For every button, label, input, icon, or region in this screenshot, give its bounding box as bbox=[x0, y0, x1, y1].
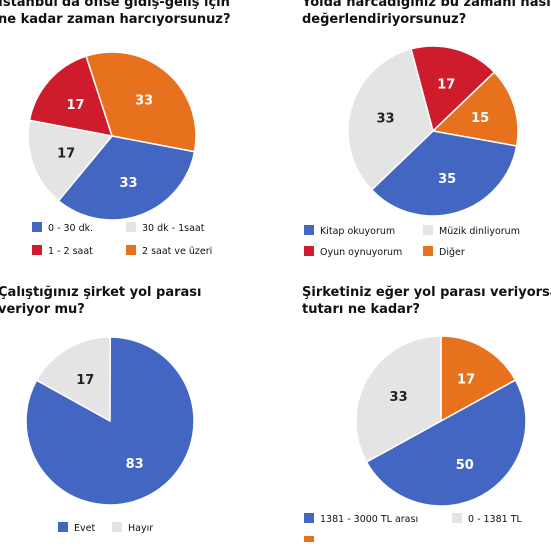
legend-label: Oyun oynuyorum bbox=[320, 247, 403, 258]
legend-swatch bbox=[304, 513, 314, 523]
legend-swatch bbox=[423, 225, 433, 235]
legend-swatch bbox=[112, 522, 122, 532]
chart4-slice-2-value-label: 33 bbox=[390, 390, 408, 405]
chart3-slice-0 bbox=[35, 336, 112, 423]
legend-label: 30 dk - 1saat bbox=[142, 223, 205, 234]
chart2-legend-item-muzik: Müzik dinliyorum bbox=[423, 225, 520, 239]
chart4-slice-2 bbox=[355, 335, 442, 463]
chart4-legend-item-0-1381: 0 - 1381 TL bbox=[452, 513, 522, 527]
chart1-title: İstanbul'da ofise gidiş-geliş için ne ka… bbox=[0, 0, 231, 28]
legend-swatch bbox=[126, 245, 136, 255]
chart2-slice-1-value-label: 15 bbox=[471, 111, 489, 126]
chart1-legend-item-1-2h: 1 - 2 saat bbox=[32, 245, 93, 259]
chart2-slice-2-value-label: 35 bbox=[438, 172, 456, 187]
chart2-slice-0-value-label: 17 bbox=[437, 78, 455, 93]
chart2-title-line1: Yolda harcadığınız bu zamanı nasıl bbox=[302, 0, 551, 10]
legend-swatch bbox=[304, 536, 314, 542]
chart1-slice-3 bbox=[28, 55, 114, 137]
legend-label: 1 - 2 saat bbox=[48, 246, 93, 257]
legend-swatch bbox=[304, 246, 314, 256]
legend-swatch bbox=[423, 246, 433, 256]
chart2-legend-item-kitap: Kitap okuyorum bbox=[304, 225, 395, 239]
legend-swatch bbox=[126, 222, 136, 232]
chart1-slice-0-value-label: 33 bbox=[135, 94, 153, 109]
chart2-slice-3 bbox=[347, 47, 434, 191]
chart2-legend-item-diger: Diğer bbox=[423, 246, 465, 260]
chart1-legend-item-0-30: 0 - 30 dk. bbox=[32, 222, 93, 236]
chart3-slice-1 bbox=[25, 336, 195, 506]
legend-label: Kitap okuyorum bbox=[320, 226, 396, 237]
legend-label: 2 saat ve üzeri bbox=[142, 246, 213, 257]
legend-label: 0 - 30 dk. bbox=[48, 223, 94, 234]
chart4-slice-1 bbox=[365, 379, 527, 507]
chart1-slice-2 bbox=[27, 119, 114, 202]
chart2-title: Yolda harcadığınız bu zamanı nasıl değer… bbox=[302, 0, 551, 28]
chart1-legend-item-2h-plus: 2 saat ve üzeri bbox=[126, 245, 212, 259]
chart2-slice-1 bbox=[431, 71, 519, 147]
chart3-slice-0-value-label: 17 bbox=[76, 373, 94, 388]
legend-label: Hayır bbox=[128, 523, 154, 534]
chart1-slice-1-value-label: 33 bbox=[119, 176, 137, 191]
chart1-title-line1: İstanbul'da ofise gidiş-geliş için bbox=[0, 0, 230, 10]
legend-swatch bbox=[58, 522, 68, 532]
chart2-slice-0 bbox=[410, 45, 496, 133]
chart2-slice-3-value-label: 33 bbox=[376, 112, 394, 127]
chart3-title-line2: veriyor mu? bbox=[0, 302, 85, 317]
chart2-title-line2: değerlendiriyorsunuz? bbox=[302, 12, 467, 27]
chart4-slice-0-value-label: 17 bbox=[457, 373, 475, 388]
chart3-title: Çalıştığınız şirket yol parası veriyor m… bbox=[0, 284, 202, 318]
legend-swatch bbox=[452, 513, 462, 523]
chart1-title-line2: ne kadar zaman harcıyorsunuz? bbox=[0, 12, 231, 27]
chart1-slice-2-value-label: 17 bbox=[57, 147, 75, 162]
legend-swatch bbox=[32, 222, 42, 232]
chart4-legend-item-partial bbox=[304, 532, 320, 546]
chart3-title-line1: Çalıştığınız şirket yol parası bbox=[0, 285, 202, 300]
legend-label: Müzik dinliyorum bbox=[439, 226, 520, 237]
chart1-slice-3-value-label: 17 bbox=[66, 98, 84, 113]
chart2-slice-2 bbox=[370, 130, 518, 217]
chart1-slice-0 bbox=[85, 51, 197, 153]
chart4-title: Şirketiniz eğer yol parası veriyorsa tut… bbox=[302, 284, 551, 318]
legend-label: Evet bbox=[74, 523, 96, 534]
chart1-slice-1 bbox=[57, 135, 196, 221]
chart3-slice-1-value-label: 83 bbox=[126, 457, 144, 472]
legend-swatch bbox=[32, 245, 42, 255]
chart3-legend-item-evet: Evet bbox=[58, 522, 95, 536]
chart4-title-line1: Şirketiniz eğer yol parası veriyorsa bbox=[302, 285, 551, 300]
chart3-legend-item-hayir: Hayır bbox=[112, 522, 153, 536]
chart2-legend-item-oyun: Oyun oynuyorum bbox=[304, 246, 402, 260]
chart4-slice-0 bbox=[440, 335, 517, 423]
chart1-legend-item-30-1h: 30 dk - 1saat bbox=[126, 222, 204, 236]
chart4-title-line2: tutarı ne kadar? bbox=[302, 302, 420, 317]
chart4-legend-item-1381-3000: 1381 - 3000 TL arası bbox=[304, 513, 418, 527]
chart4-slice-1-value-label: 50 bbox=[456, 458, 474, 473]
legend-swatch bbox=[304, 225, 314, 235]
legend-label: 0 - 1381 TL bbox=[468, 514, 522, 525]
legend-label: 1381 - 3000 TL arası bbox=[320, 514, 419, 525]
legend-label: Diğer bbox=[439, 247, 465, 258]
